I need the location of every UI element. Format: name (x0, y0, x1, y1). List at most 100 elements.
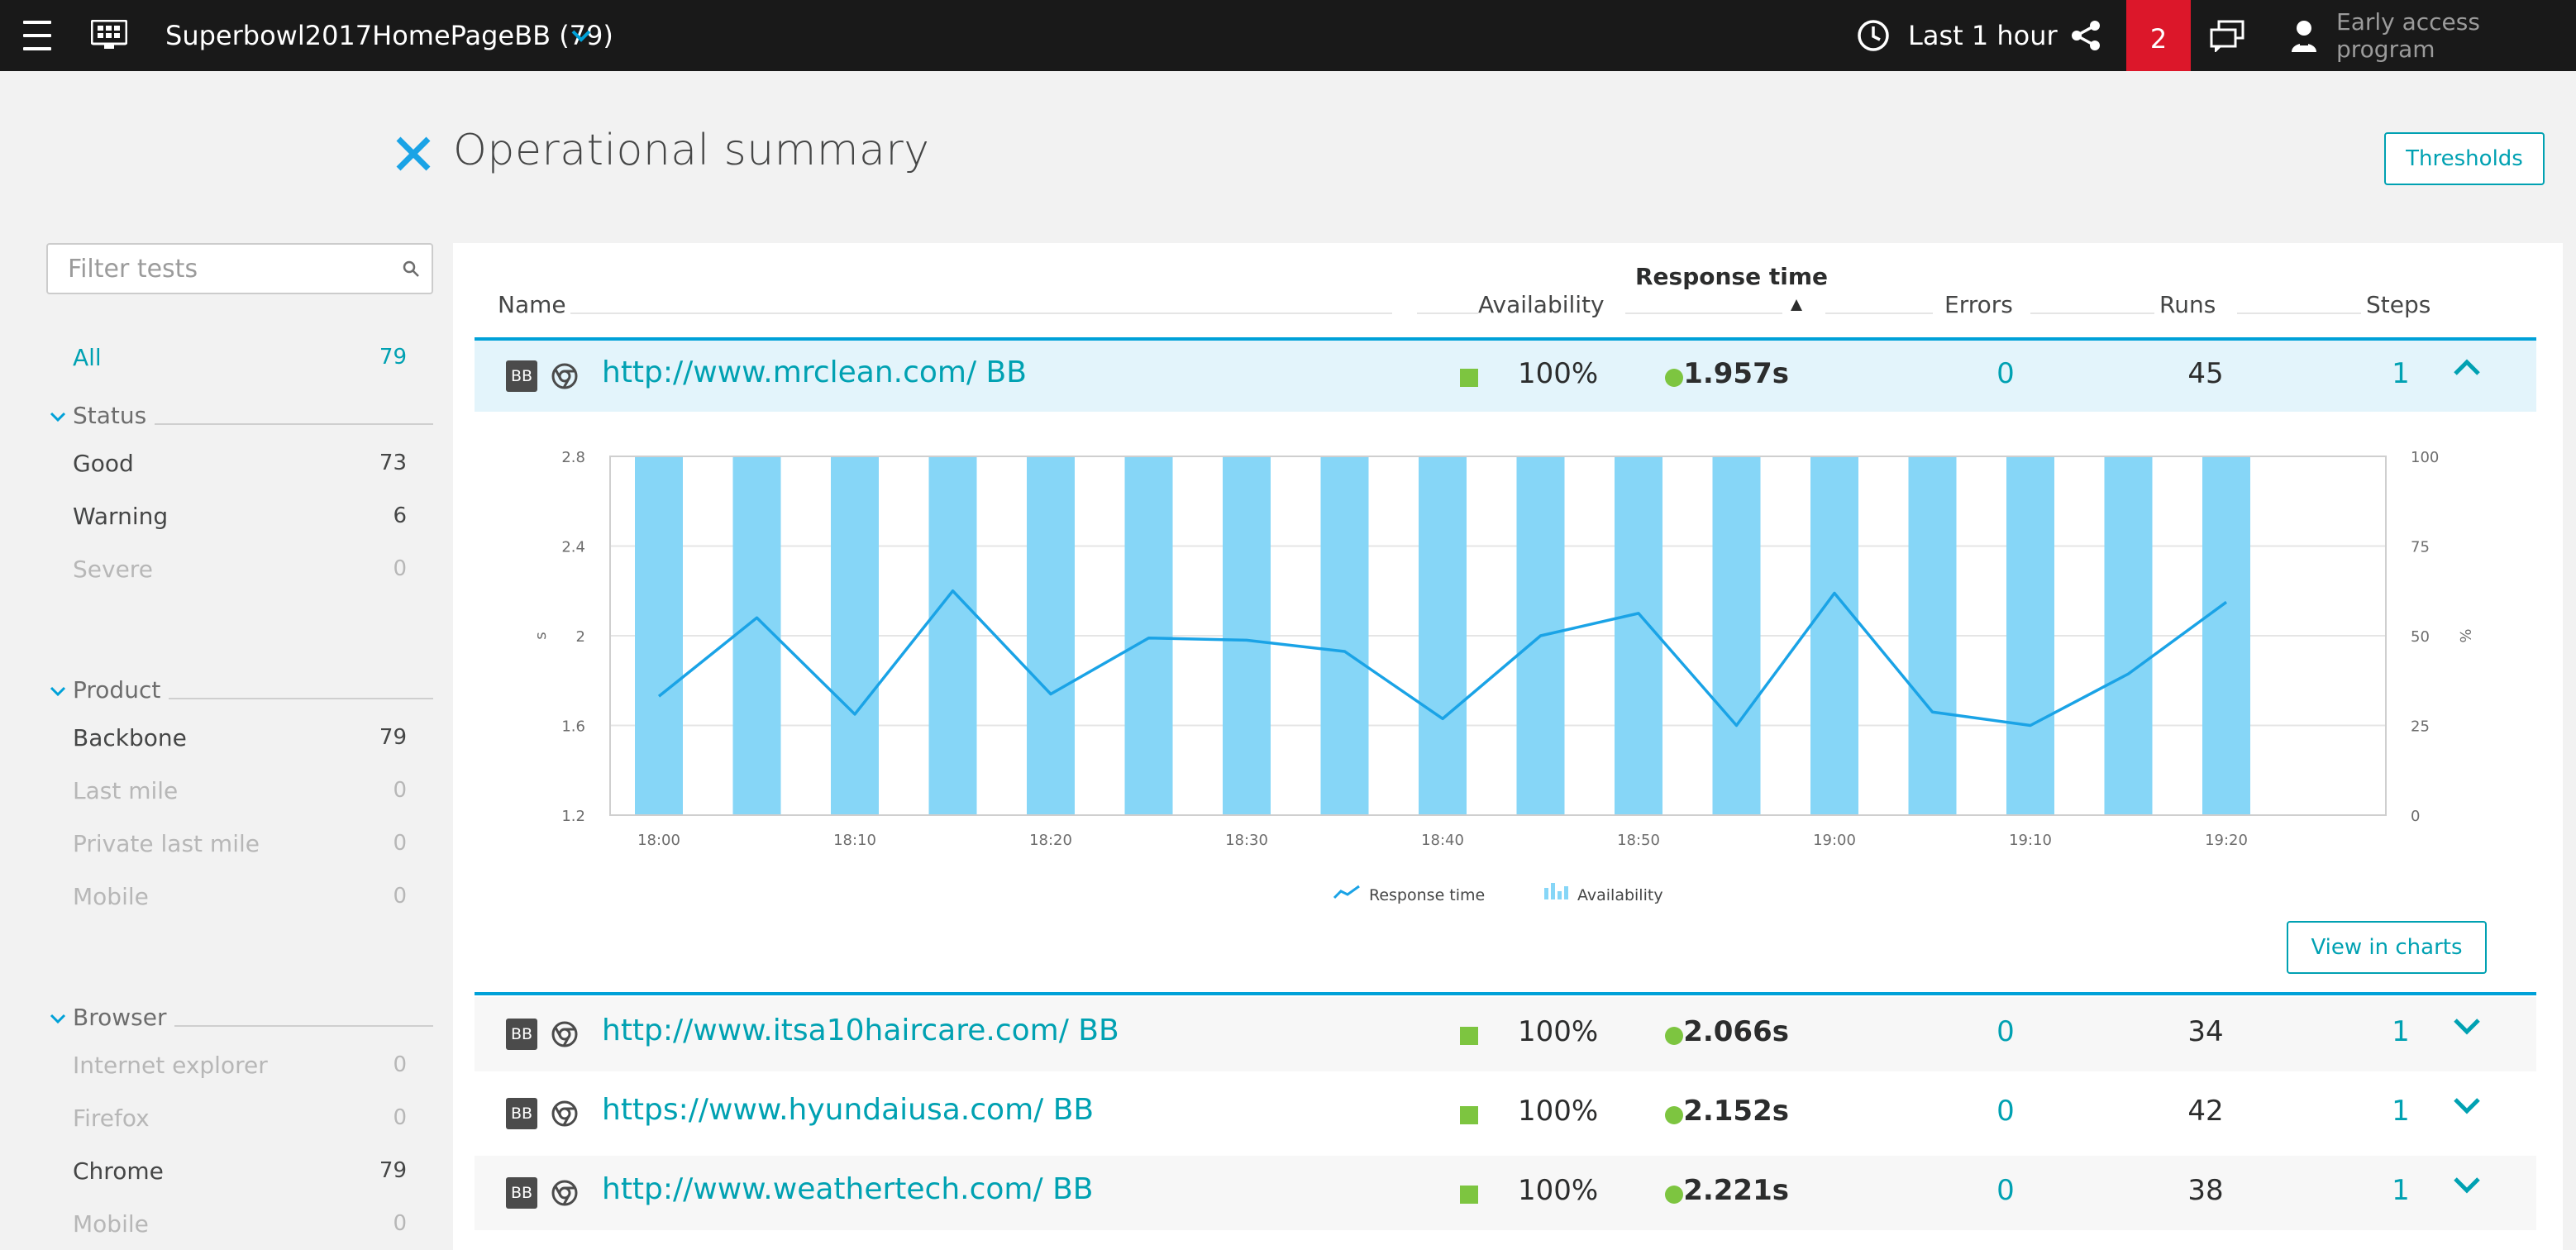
availability-bar (1027, 456, 1075, 815)
filter-status-good[interactable]: Good 73 (73, 446, 407, 479)
monitor-title[interactable]: Superbowl2017HomePageBB (79) (165, 20, 613, 51)
chat-icon[interactable] (2209, 0, 2245, 71)
chevron-down-icon[interactable] (2452, 1015, 2482, 1038)
errors-value[interactable]: 0 (1996, 1015, 2015, 1048)
test-url-link[interactable]: http://www.mrclean.com/ BB (602, 355, 1027, 389)
column-errors[interactable]: Errors (1944, 291, 2013, 318)
availability-value: 100% (1518, 1174, 1599, 1207)
errors-value[interactable]: 0 (1996, 357, 2015, 390)
steps-value[interactable]: 1 (2392, 1015, 2410, 1048)
filter-status-warning[interactable]: Warning 6 (73, 499, 407, 532)
product-section-title: Product (73, 675, 161, 704)
product-section-header[interactable]: Product (50, 673, 433, 706)
filter-label: Backbone (73, 723, 187, 751)
search-icon[interactable] (402, 260, 420, 281)
view-in-charts-button[interactable]: View in charts (2287, 921, 2487, 974)
filter-count: 0 (393, 1211, 407, 1236)
backbone-badge: BB (506, 1098, 537, 1129)
y-right-tick-label: 0 (2411, 808, 2420, 825)
response-status-icon (1665, 369, 1683, 387)
close-icon[interactable] (392, 132, 435, 175)
filter-product-backbone[interactable]: Backbone 79 (73, 721, 407, 754)
test-url-link[interactable]: https://www.hyundaiusa.com/ BB (602, 1093, 1095, 1127)
column-runs[interactable]: Runs (2159, 291, 2216, 318)
x-tick-label: 19:00 (1813, 832, 1856, 849)
filter-product-last-mile[interactable]: Last mile 0 (73, 774, 407, 807)
share-icon[interactable] (2070, 0, 2103, 71)
column-name[interactable]: Name (498, 291, 566, 318)
x-tick-label: 19:10 (2009, 832, 2052, 849)
y-right-tick-label: 100 (2411, 449, 2439, 466)
response-time-value: 1.957s (1683, 357, 1789, 390)
response-time-chart: 2.8 2.4 2 1.6 1.2 100 75 50 25 0 s% 18:00 18:10 18:20… (475, 412, 2536, 990)
chevron-up-icon[interactable] (2452, 357, 2482, 380)
test-url-link[interactable]: http://www.weathertech.com/ BB (602, 1172, 1094, 1206)
runs-value: 45 (2187, 357, 2224, 390)
filter-tests-input[interactable] (48, 245, 379, 293)
chevron-down-icon[interactable] (2452, 1174, 2482, 1197)
errors-value[interactable]: 0 (1996, 1095, 2015, 1128)
filter-product-private-last-mile[interactable]: Private last mile 0 (73, 827, 407, 860)
filter-count: 79 (379, 1158, 407, 1183)
table-row[interactable]: BB https://www.hyundaiusa.com/ BB 100% 2… (475, 1076, 2536, 1151)
problems-badge[interactable]: 2 (2126, 0, 2191, 71)
chrome-icon (551, 1100, 579, 1131)
availability-value: 100% (1518, 1015, 1599, 1048)
early-access-link[interactable]: Early access program (2336, 8, 2480, 63)
filter-label: Warning (73, 502, 169, 530)
table-row[interactable]: BB http://www.weathertech.com/ BB 100% 2… (475, 1156, 2536, 1230)
errors-value[interactable]: 0 (1996, 1174, 2015, 1207)
y-left-tick-label: 2.8 (561, 449, 585, 466)
filter-status-severe[interactable]: Severe 0 (73, 552, 407, 585)
availability-bar (732, 456, 781, 815)
table-row[interactable]: BB http://www.itsa10haircare.com/ BB 100… (475, 997, 2536, 1071)
table-row[interactable]: BB http://www.mrclean.com/ BB 100% 1.957… (475, 337, 2536, 412)
filter-tests-box (46, 243, 433, 294)
availability-bar (1615, 456, 1662, 815)
filter-count: 73 (379, 451, 407, 475)
sort-ascending-icon[interactable] (1791, 299, 1802, 311)
availability-bar (1712, 456, 1761, 815)
legend-bar-swatch (1564, 886, 1568, 899)
runs-value: 42 (2187, 1095, 2224, 1128)
availability-bar (1419, 456, 1467, 815)
filter-browser-chrome[interactable]: Chrome 79 (73, 1154, 407, 1187)
steps-value[interactable]: 1 (2392, 1174, 2410, 1207)
user-icon[interactable] (2290, 0, 2318, 71)
chevron-down-icon[interactable] (2452, 1095, 2482, 1118)
availability-status-icon (1460, 1186, 1478, 1204)
chevron-down-icon[interactable] (570, 0, 592, 71)
plot-frame (609, 456, 2387, 816)
timeframe-selector[interactable]: Last 1 hour (1908, 20, 2058, 51)
x-tick-label: 18:30 (1225, 832, 1268, 849)
filter-browser-mobile[interactable]: Mobile 0 (73, 1207, 407, 1240)
filter-browser-firefox[interactable]: Firefox 0 (73, 1101, 407, 1134)
monitor-icon[interactable] (91, 0, 127, 71)
availability-bar (1124, 456, 1173, 815)
availability-bar (1908, 456, 1957, 815)
filter-all[interactable]: All 79 (73, 341, 407, 374)
filter-browser-internet-explorer[interactable]: Internet explorer 0 (73, 1048, 407, 1081)
x-tick-label: 18:40 (1421, 832, 1464, 849)
column-availability[interactable]: Availability (1478, 291, 1605, 318)
column-steps[interactable]: Steps (2366, 291, 2431, 318)
browser-section-header[interactable]: Browser (50, 1000, 433, 1033)
availability-status-icon (1460, 1027, 1478, 1045)
filter-label: Mobile (73, 1209, 149, 1238)
filter-product-mobile[interactable]: Mobile 0 (73, 880, 407, 913)
filter-count: 0 (393, 1105, 407, 1130)
filter-count: 0 (393, 778, 407, 803)
test-url-link[interactable]: http://www.itsa10haircare.com/ BB (602, 1014, 1119, 1047)
availability-bar (635, 456, 683, 815)
thresholds-button[interactable]: Thresholds (2384, 132, 2545, 185)
column-response-time[interactable]: Response time (1635, 263, 1828, 290)
y-right-tick-label: 50 (2411, 628, 2430, 646)
response-status-icon (1665, 1106, 1683, 1124)
response-time-value: 2.221s (1683, 1174, 1789, 1207)
clock-icon[interactable] (1857, 0, 1890, 71)
menu-icon[interactable] (23, 0, 51, 71)
status-section-header[interactable]: Status (50, 398, 433, 432)
availability-bar (2006, 456, 2054, 815)
steps-value[interactable]: 1 (2392, 1095, 2410, 1128)
steps-value[interactable]: 1 (2392, 357, 2410, 390)
